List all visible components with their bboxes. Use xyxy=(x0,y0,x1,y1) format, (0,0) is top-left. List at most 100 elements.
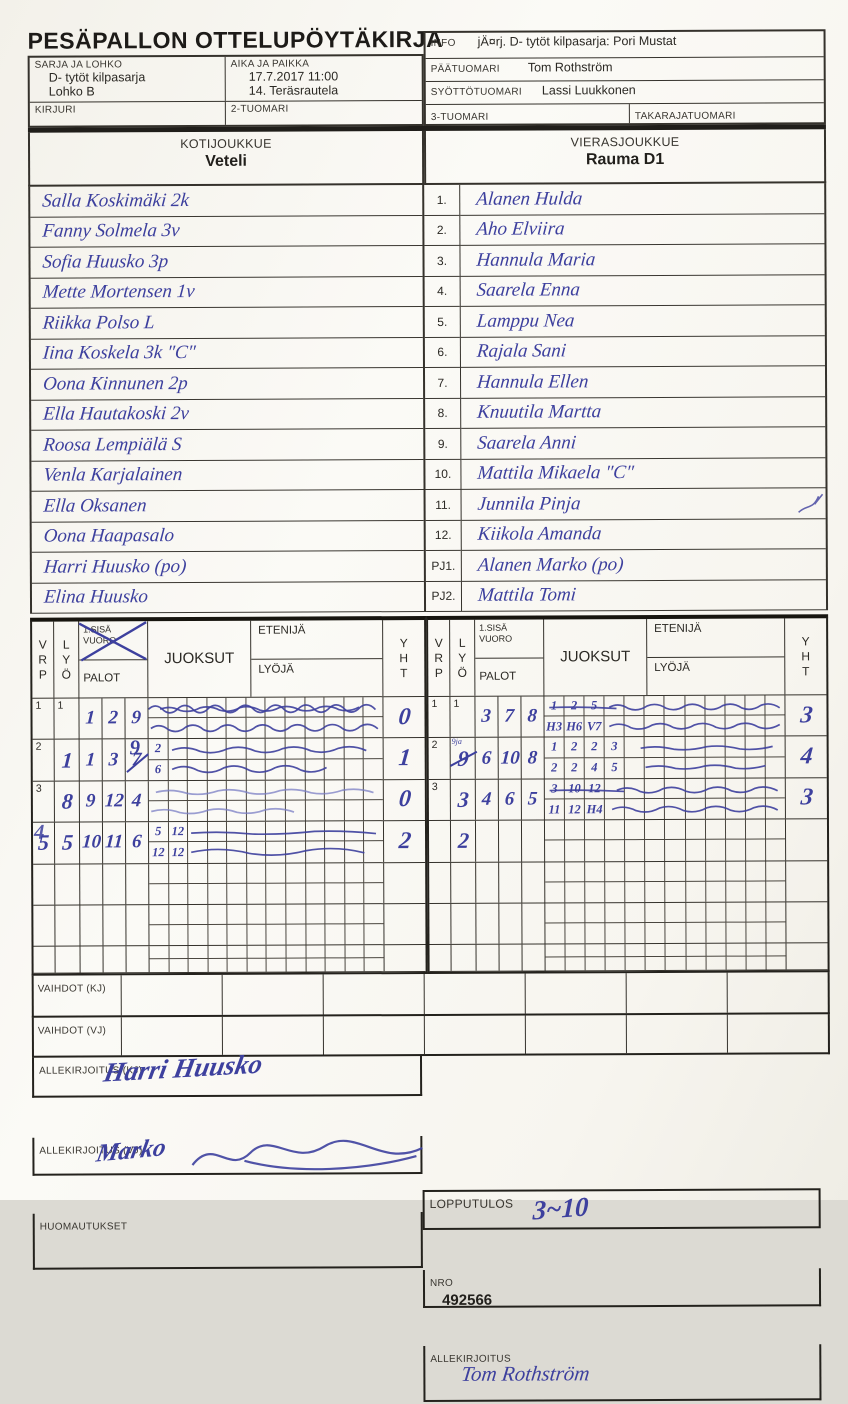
juoksut-cell xyxy=(365,883,384,903)
juoksut-cell xyxy=(625,861,646,882)
juoksut-cell xyxy=(286,945,307,959)
scoregrid-row: 3 3 4 6 5 3 10 12 11 12 H4 3 xyxy=(428,777,827,822)
juoksut-cell xyxy=(665,861,686,882)
cell-palot xyxy=(80,905,104,946)
juoksut-cell xyxy=(227,904,248,925)
field-syottotuomari: SYÖTTÖTUOMARI Lassi Luukkonen xyxy=(425,80,824,105)
home-player-name: Venla Karjalainen xyxy=(42,464,184,486)
juoksut-cell xyxy=(585,957,606,971)
cell-inning-vrp: 1 xyxy=(428,696,451,738)
away-team-name: Rauma D1 xyxy=(585,150,665,169)
roster-row-away: Kiikola Amanda xyxy=(461,518,826,551)
cell-lyo xyxy=(451,862,477,903)
cell-palot: 12 xyxy=(102,781,126,822)
juoksut-cell xyxy=(247,946,268,959)
col-sisa-header: 1.SISÄ VUORO PALOT xyxy=(78,621,149,698)
juoksut-area xyxy=(148,779,384,822)
juoksut-cell xyxy=(585,820,606,841)
hand-palot-value: 8 xyxy=(527,747,539,769)
juoksut-cell xyxy=(345,958,365,972)
hand-inning-total: 3 xyxy=(798,701,814,728)
roster-row-home: Riikka Polso L xyxy=(30,307,423,340)
scoregrid-row xyxy=(33,862,426,906)
etenija-band xyxy=(544,819,785,841)
roster-row-number: 5. xyxy=(424,306,460,338)
vaihdot-cell xyxy=(525,1015,627,1054)
printed-inning-number: 3 xyxy=(35,782,42,795)
juoksut-cell xyxy=(266,924,287,946)
roster-row-home: Ella Oksanen xyxy=(31,490,424,523)
juoksut-cell xyxy=(208,904,228,926)
printed-inning-number: 3 xyxy=(431,780,438,793)
signature-flourish xyxy=(191,1139,423,1171)
juoksut-cell xyxy=(725,881,747,902)
lyoja-band xyxy=(545,839,785,861)
away-player-name: Kiikola Amanda xyxy=(476,523,603,546)
juoksut-cell xyxy=(726,943,747,957)
hand-palot-value: 6 xyxy=(131,831,143,853)
cell-palot xyxy=(499,862,523,903)
cell-lyo: 8 xyxy=(54,781,80,822)
away-player-name: Hannula Maria xyxy=(475,248,597,271)
hand-palot-value: 1 xyxy=(85,748,97,770)
scoregrid-row: 3 8 9 12 4 0 xyxy=(32,779,425,823)
field-label: PÄÄTUOMARI xyxy=(430,63,500,75)
cell-yht xyxy=(384,863,425,904)
juoksut-cell xyxy=(645,820,666,841)
juoksut-cell xyxy=(188,946,209,960)
juoksut-cell xyxy=(746,902,767,923)
hand-inning-number: 5 xyxy=(37,829,50,856)
cell-palot: 8 xyxy=(521,696,545,737)
away-player-name: Saarela Anni xyxy=(476,432,577,454)
referee-signature: Tom Rothström xyxy=(460,1361,592,1386)
cell-lyo: 2 xyxy=(450,820,477,862)
juoksut-cell xyxy=(227,924,248,946)
juoksut-cell xyxy=(645,861,666,882)
away-player-name: Junnila Pinja xyxy=(476,493,582,515)
cell-lyo: 1 xyxy=(450,696,476,738)
field-label: TAKARAJATUOMARI xyxy=(634,110,736,123)
juoksut-cell xyxy=(705,881,727,902)
hand-inning-total: 2 xyxy=(397,827,412,854)
vaihdot-cell xyxy=(626,1014,728,1054)
lyoja-band xyxy=(545,881,785,903)
away-player-name: Knuutila Martta xyxy=(476,401,603,424)
player-number: 1. xyxy=(436,192,447,207)
juoksut-cell xyxy=(625,944,646,958)
juoksut-cell xyxy=(706,956,727,970)
cell-yht xyxy=(385,945,426,971)
field-2-tuomari: 2-TUOMARI xyxy=(226,101,422,125)
vrp-letter: V xyxy=(434,635,443,650)
juoksut-cell xyxy=(247,924,267,946)
cell-lyo: 1 xyxy=(54,698,80,739)
yht-letter: H xyxy=(399,651,409,666)
juoksut-cell xyxy=(766,902,786,923)
vaihdot-cell xyxy=(728,1014,828,1052)
juoksut-cell xyxy=(685,902,707,923)
juoksut-cell xyxy=(325,862,346,884)
juoksut-cell xyxy=(766,840,785,860)
juoksut-cell xyxy=(266,904,287,925)
cell-palot xyxy=(80,946,104,973)
player-number: 5. xyxy=(437,314,448,329)
roster-row-number: 2. xyxy=(424,215,460,246)
cell-palot: 6 xyxy=(498,779,522,820)
juoksut-cell xyxy=(544,820,566,841)
field-label: SARJA JA LOHKO xyxy=(34,59,123,71)
hand-lyo-number: 5 xyxy=(60,829,74,855)
roster-row-home: Elina Huusko xyxy=(31,581,425,614)
hand-palot-value: 9 xyxy=(131,707,142,729)
juoksut-cell xyxy=(149,883,169,905)
juoksut-area xyxy=(544,819,787,861)
juoksut-cell xyxy=(286,958,307,972)
juoksut-cell xyxy=(207,883,228,904)
hand-palot-value: 6 xyxy=(504,788,516,810)
juoksut-cell xyxy=(706,922,727,944)
lyoja-label: LYÖJÄ xyxy=(654,661,690,674)
cell-inning-vrp: 2 xyxy=(428,738,451,779)
field-kirjuri: KIRJURI xyxy=(29,101,226,126)
pen-scribble xyxy=(148,697,382,738)
juoksut-cell xyxy=(605,903,626,924)
juoksut-cell xyxy=(665,881,686,902)
